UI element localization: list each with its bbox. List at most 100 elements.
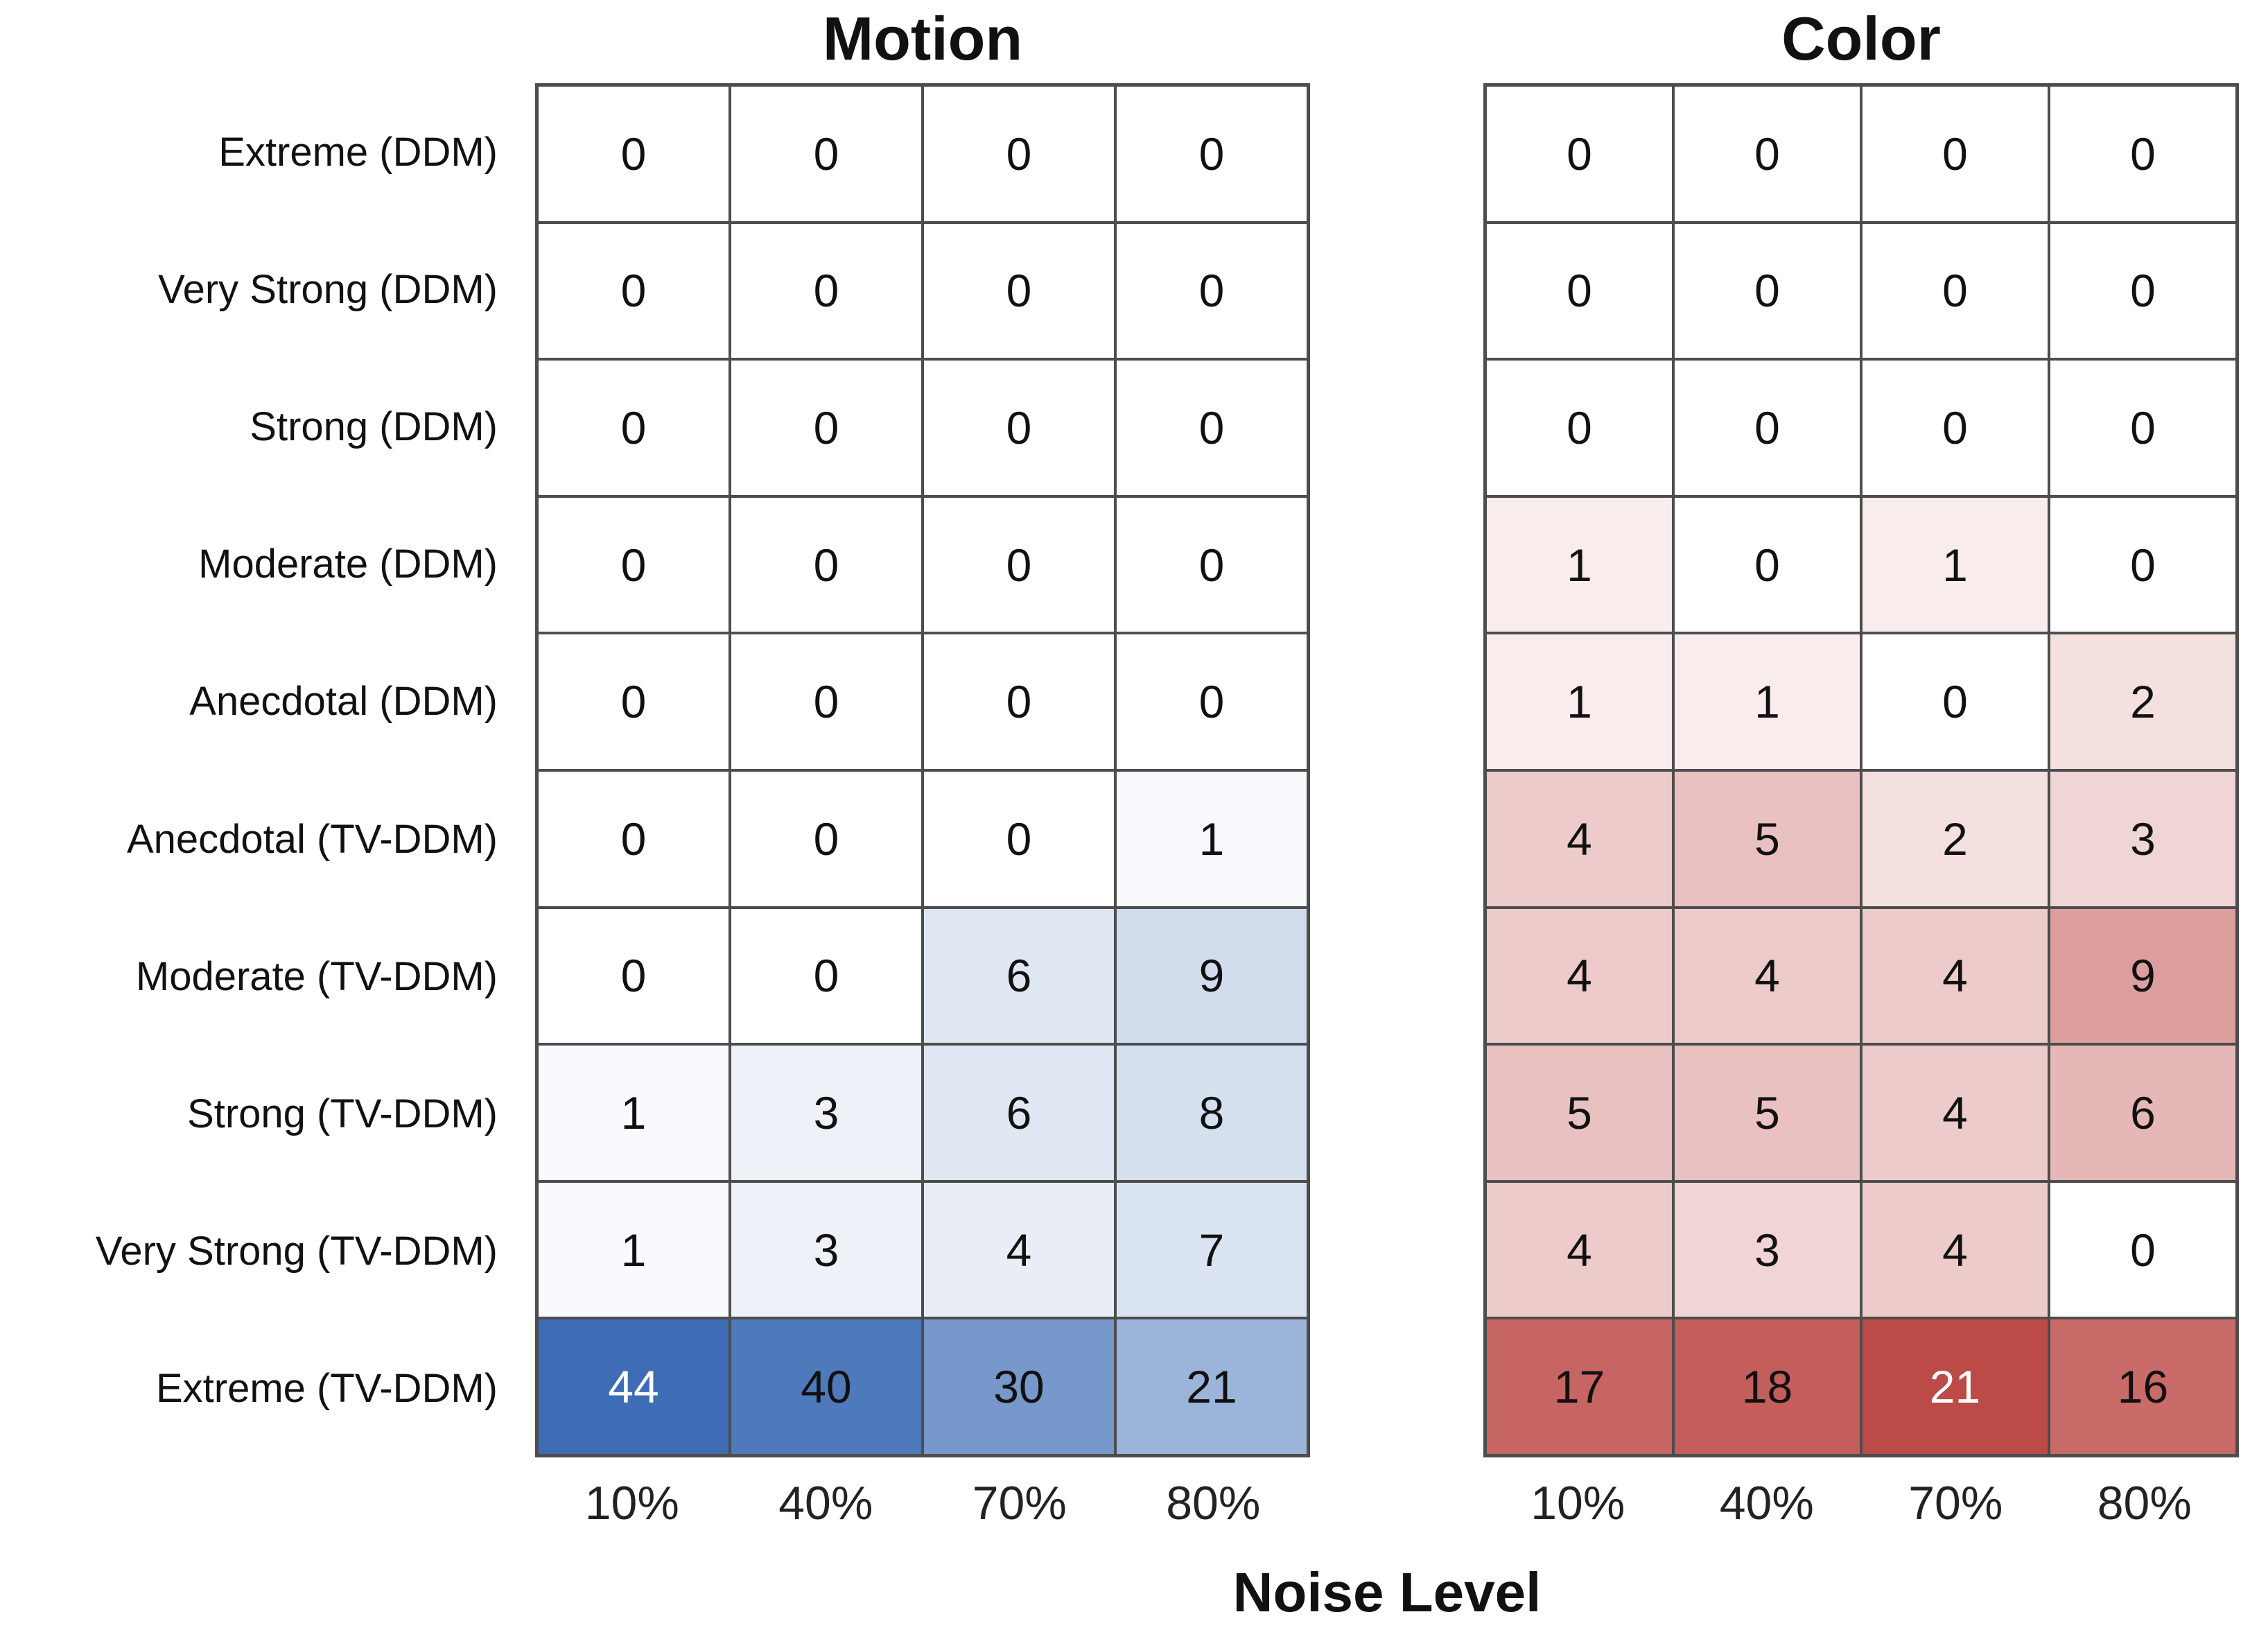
row-label-9: Extreme (TV-DDM) (156, 1366, 498, 1412)
heatmap-cell-color-r1-c2: 0 (1861, 222, 2049, 360)
row-label-7: Strong (TV-DDM) (187, 1091, 498, 1136)
heatmap-cell-color-r8-c0: 4 (1485, 1181, 1673, 1319)
heatmap-cell-color-r4-c1: 1 (1673, 633, 1861, 770)
heatmap-cell-color-r4-c2: 0 (1861, 633, 2049, 770)
x-axis-label: Noise Level (1232, 1561, 1542, 1623)
motion-x-tick-labels: 10% 40% 70% 80% (535, 1464, 1310, 1542)
heatmap-cell-motion-r6-c1: 0 (730, 907, 923, 1045)
heatmap-cell-color-r8-c2: 4 (1861, 1181, 2049, 1319)
heatmap-cell-motion-r3-c3: 0 (1115, 496, 1308, 634)
heatmap-cell-motion-r3-c0: 0 (537, 496, 730, 634)
heatmap-cell-color-r2-c0: 0 (1485, 359, 1673, 496)
heatmap-cell-motion-r9-c2: 30 (923, 1318, 1115, 1455)
heatmap-cell-color-r2-c3: 0 (2049, 359, 2237, 496)
heatmap-cell-motion-r0-c2: 0 (923, 85, 1115, 223)
row-label-8: Very Strong (TV-DDM) (95, 1229, 498, 1274)
heatmap-cell-motion-r6-c0: 0 (537, 907, 730, 1045)
heatmap-cell-motion-r8-c1: 3 (730, 1181, 923, 1319)
heatmap-cell-color-r3-c2: 1 (1861, 496, 2049, 634)
heatmap-cell-color-r0-c2: 0 (1861, 85, 2049, 223)
row-label-1: Very Strong (DDM) (158, 266, 498, 312)
x-tick-motion-0: 10% (584, 1477, 679, 1530)
heatmap-cell-motion-r5-c3: 1 (1115, 770, 1308, 908)
heatmap-cell-color-r0-c1: 0 (1673, 85, 1861, 223)
heatmap-cell-motion-r1-c0: 0 (537, 222, 730, 360)
heatmap-cell-motion-r0-c1: 0 (730, 85, 923, 223)
color-x-tick-labels: 10% 40% 70% 80% (1483, 1464, 2239, 1542)
heatmap-cell-color-r8-c1: 3 (1673, 1181, 1861, 1319)
row-label-0: Extreme (DDM) (218, 129, 498, 175)
heatmap-cell-motion-r6-c2: 6 (923, 907, 1115, 1045)
heatmap-cell-motion-r4-c1: 0 (730, 633, 923, 770)
motion-panel-title: Motion (822, 4, 1023, 73)
heatmap-cell-color-r6-c1: 4 (1673, 907, 1861, 1045)
row-label-5: Anecdotal (TV-DDM) (126, 816, 498, 862)
color-heatmap-grid: 0 0 0 0 0 0 0 0 0 0 0 0 1 0 1 0 1 1 0 2 4 5 2 3 4 4 4 9 5 5 4 6 4 3 4 0 17 18… (1483, 83, 2239, 1457)
heatmap-cell-color-r5-c3: 3 (2049, 770, 2237, 908)
heatmap-cell-color-r6-c3: 9 (2049, 907, 2237, 1045)
heatmap-cell-color-r6-c2: 4 (1861, 907, 2049, 1045)
heatmap-cell-motion-r2-c1: 0 (730, 359, 923, 496)
y-axis-row-labels: Extreme (DDM) Very Strong (DDM) Strong (DD… (0, 83, 516, 1457)
heatmap-cell-color-r4-c0: 1 (1485, 633, 1673, 770)
heatmap-cell-motion-r9-c1: 40 (730, 1318, 923, 1455)
heatmap-cell-color-r5-c0: 4 (1485, 770, 1673, 908)
heatmap-cell-motion-r2-c2: 0 (923, 359, 1115, 496)
heatmap-cell-color-r3-c0: 1 (1485, 496, 1673, 634)
heatmap-cell-motion-r0-c0: 0 (537, 85, 730, 223)
heatmap-cell-color-r0-c3: 0 (2049, 85, 2237, 223)
x-tick-color-2: 70% (1908, 1477, 2003, 1530)
heatmap-cell-color-r9-c0: 17 (1485, 1318, 1673, 1455)
heatmap-cell-motion-r8-c2: 4 (923, 1181, 1115, 1319)
heatmap-cell-motion-r1-c1: 0 (730, 222, 923, 360)
heatmap-cell-color-r0-c0: 0 (1485, 85, 1673, 223)
heatmap-cell-motion-r9-c3: 21 (1115, 1318, 1308, 1455)
x-tick-color-1: 40% (1719, 1477, 1814, 1530)
row-label-6: Moderate (TV-DDM) (135, 953, 498, 999)
x-tick-motion-1: 40% (778, 1477, 873, 1530)
heatmap-cell-motion-r7-c0: 1 (537, 1044, 730, 1181)
heatmap-cell-color-r7-c0: 5 (1485, 1044, 1673, 1181)
heatmap-cell-color-r1-c3: 0 (2049, 222, 2237, 360)
heatmap-cell-motion-r1-c3: 0 (1115, 222, 1308, 360)
heatmap-cell-color-r9-c3: 16 (2049, 1318, 2237, 1455)
x-tick-motion-3: 80% (1166, 1477, 1261, 1530)
heatmap-cell-color-r8-c3: 0 (2049, 1181, 2237, 1319)
heatmap-cell-color-r3-c3: 0 (2049, 496, 2237, 634)
heatmap-cell-color-r9-c1: 18 (1673, 1318, 1861, 1455)
heatmap-cell-color-r5-c1: 5 (1673, 770, 1861, 908)
row-label-3: Moderate (DDM) (198, 542, 498, 587)
heatmap-cell-motion-r2-c3: 0 (1115, 359, 1308, 496)
heatmap-cell-color-r2-c1: 0 (1673, 359, 1861, 496)
heatmap-cell-motion-r7-c1: 3 (730, 1044, 923, 1181)
heatmap-cell-motion-r5-c0: 0 (537, 770, 730, 908)
x-tick-color-3: 80% (2097, 1477, 2192, 1530)
heatmap-cell-motion-r3-c2: 0 (923, 496, 1115, 634)
row-label-2: Strong (DDM) (250, 404, 498, 449)
heatmap-cell-color-r5-c2: 2 (1861, 770, 2049, 908)
heatmap-cell-motion-r4-c3: 0 (1115, 633, 1308, 770)
heatmap-cell-motion-r1-c2: 0 (923, 222, 1115, 360)
heatmap-cell-motion-r5-c2: 0 (923, 770, 1115, 908)
heatmap-cell-color-r1-c0: 0 (1485, 222, 1673, 360)
x-tick-motion-2: 70% (972, 1477, 1067, 1530)
row-label-4: Anecdotal (DDM) (189, 679, 498, 725)
heatmap-cell-motion-r5-c1: 0 (730, 770, 923, 908)
motion-heatmap-grid: 0 0 0 0 0 0 0 0 0 0 0 0 0 0 0 0 0 0 0 0 0 0 0 1 0 0 6 9 1 3 6 8 1 3 4 7 44 40… (535, 83, 1310, 1457)
heatmap-cell-color-r7-c1: 5 (1673, 1044, 1861, 1181)
heatmap-cell-motion-r3-c1: 0 (730, 496, 923, 634)
heatmap-cell-color-r7-c3: 6 (2049, 1044, 2237, 1181)
x-tick-color-0: 10% (1530, 1477, 1625, 1530)
heatmap-cell-motion-r7-c2: 6 (923, 1044, 1115, 1181)
heatmap-cell-color-r6-c0: 4 (1485, 907, 1673, 1045)
heatmap-cell-motion-r8-c3: 7 (1115, 1181, 1308, 1319)
heatmap-cell-color-r2-c2: 0 (1861, 359, 2049, 496)
heatmap-cell-motion-r4-c0: 0 (537, 633, 730, 770)
heatmap-cell-color-r1-c1: 0 (1673, 222, 1861, 360)
heatmap-cell-color-r9-c2: 21 (1861, 1318, 2049, 1455)
heatmap-cell-color-r4-c3: 2 (2049, 633, 2237, 770)
heatmap-cell-motion-r6-c3: 9 (1115, 907, 1308, 1045)
heatmap-cell-motion-r0-c3: 0 (1115, 85, 1308, 223)
heatmap-cell-color-r7-c2: 4 (1861, 1044, 2049, 1181)
